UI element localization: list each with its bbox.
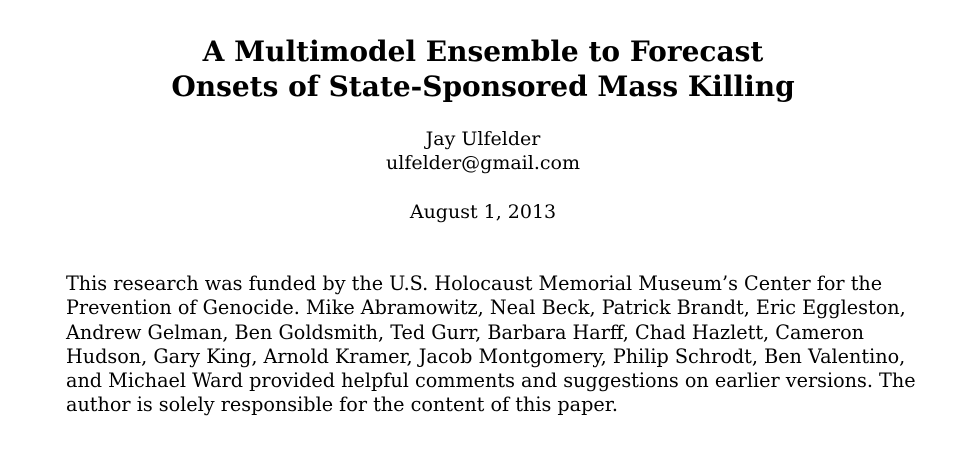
acknowledgment-line: and Michael Ward provided helpful commen…: [66, 369, 916, 393]
acknowledgment-line: This research was funded by the U.S. Hol…: [66, 272, 883, 295]
acknowledgment-line: Hudson, Gary King, Arnold Kramer, Jacob …: [66, 344, 906, 368]
author-email: ulfelder@gmail.com: [386, 152, 580, 174]
author-name: Jay Ulfelder: [425, 128, 541, 150]
acknowledgment-line: author is solely responsible for the con…: [66, 393, 618, 417]
acknowledgment-line: Andrew Gelman, Ben Goldsmith, Ted Gurr, …: [66, 320, 865, 344]
paper-title-line-1: A Multimodel Ensemble to Forecast: [202, 35, 764, 68]
publication-date: August 1, 2013: [409, 201, 557, 223]
acknowledgment-paragraph: This research was funded by the U.S. Hol…: [66, 272, 946, 418]
acknowledgment-line: Prevention of Genocide. Mike Abramowitz,…: [66, 296, 906, 320]
paper-title-line-2: Onsets of State-Sponsored Mass Killing: [171, 70, 795, 103]
